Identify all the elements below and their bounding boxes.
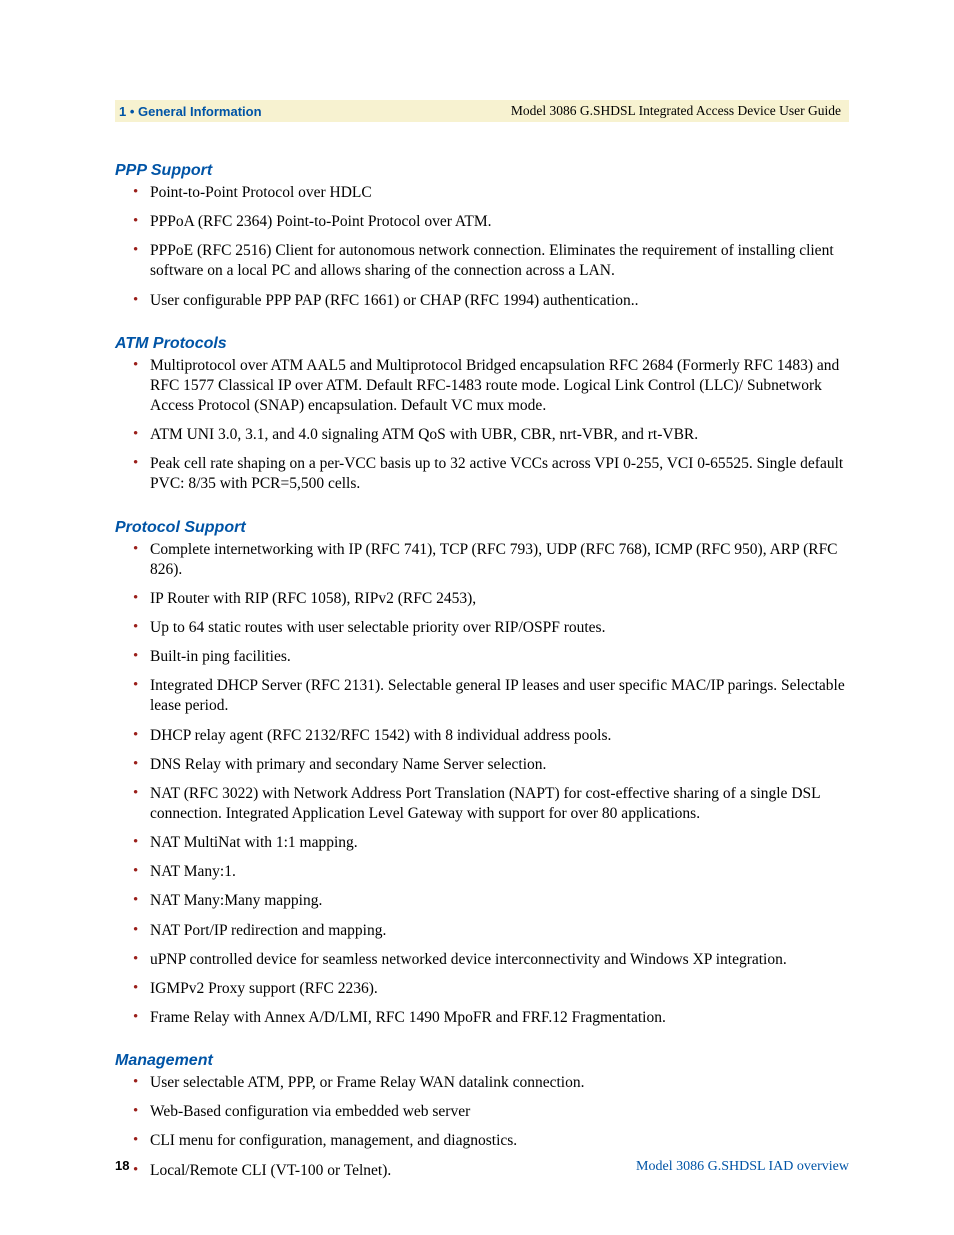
list-item: DNS Relay with primary and secondary Nam… [133, 755, 849, 775]
list-item: NAT Port/IP redirection and mapping. [133, 921, 849, 941]
page-footer: 18 Model 3086 G.SHDSL IAD overview [115, 1158, 849, 1175]
section-heading: Protocol Support [115, 519, 849, 537]
list-item: uPNP controlled device for seamless netw… [133, 950, 849, 970]
bullet-list: Point-to-Point Protocol over HDLC PPPoA … [115, 183, 849, 311]
section-ppp-support: PPP Support Point-to-Point Protocol over… [115, 162, 849, 311]
section-heading: PPP Support [115, 162, 849, 180]
bullet-list: Multiprotocol over ATM AAL5 and Multipro… [115, 356, 849, 495]
footer-overview: Model 3086 G.SHDSL IAD overview [636, 1159, 849, 1175]
section-protocol-support: Protocol Support Complete internetworkin… [115, 519, 849, 1029]
list-item: Integrated DHCP Server (RFC 2131). Selec… [133, 676, 849, 716]
list-item: IGMPv2 Proxy support (RFC 2236). [133, 979, 849, 999]
list-item: NAT Many:Many mapping. [133, 891, 849, 911]
bullet-list: Complete internetworking with IP (RFC 74… [115, 540, 849, 1029]
list-item: PPPoA (RFC 2364) Point-to-Point Protocol… [133, 212, 849, 232]
document-page: 1 • General Information Model 3086 G.SHD… [0, 0, 954, 1235]
list-item: NAT MultiNat with 1:1 mapping. [133, 833, 849, 853]
list-item: Complete internetworking with IP (RFC 74… [133, 540, 849, 580]
list-item: Point-to-Point Protocol over HDLC [133, 183, 849, 203]
section-heading: Management [115, 1052, 849, 1070]
section-atm-protocols: ATM Protocols Multiprotocol over ATM AAL… [115, 335, 849, 495]
list-item: CLI menu for configuration, management, … [133, 1131, 849, 1151]
page-header-bar: 1 • General Information Model 3086 G.SHD… [115, 100, 849, 122]
page-number: 18 [115, 1158, 129, 1173]
list-item: NAT Many:1. [133, 862, 849, 882]
list-item: Built-in ping facilities. [133, 647, 849, 667]
list-item: NAT (RFC 3022) with Network Address Port… [133, 784, 849, 824]
list-item: ATM UNI 3.0, 3.1, and 4.0 signaling ATM … [133, 425, 849, 445]
list-item: Up to 64 static routes with user selecta… [133, 618, 849, 638]
list-item: User configurable PPP PAP (RFC 1661) or … [133, 291, 849, 311]
doc-title: Model 3086 G.SHDSL Integrated Access Dev… [511, 103, 841, 119]
chapter-label: 1 • General Information [119, 104, 262, 119]
list-item: Frame Relay with Annex A/D/LMI, RFC 1490… [133, 1008, 849, 1028]
list-item: Peak cell rate shaping on a per-VCC basi… [133, 454, 849, 494]
list-item: DHCP relay agent (RFC 2132/RFC 1542) wit… [133, 726, 849, 746]
section-heading: ATM Protocols [115, 335, 849, 353]
list-item: Web-Based configuration via embedded web… [133, 1102, 849, 1122]
list-item: Multiprotocol over ATM AAL5 and Multipro… [133, 356, 849, 416]
list-item: IP Router with RIP (RFC 1058), RIPv2 (RF… [133, 589, 849, 609]
list-item: PPPoE (RFC 2516) Client for autonomous n… [133, 241, 849, 281]
list-item: User selectable ATM, PPP, or Frame Relay… [133, 1073, 849, 1093]
